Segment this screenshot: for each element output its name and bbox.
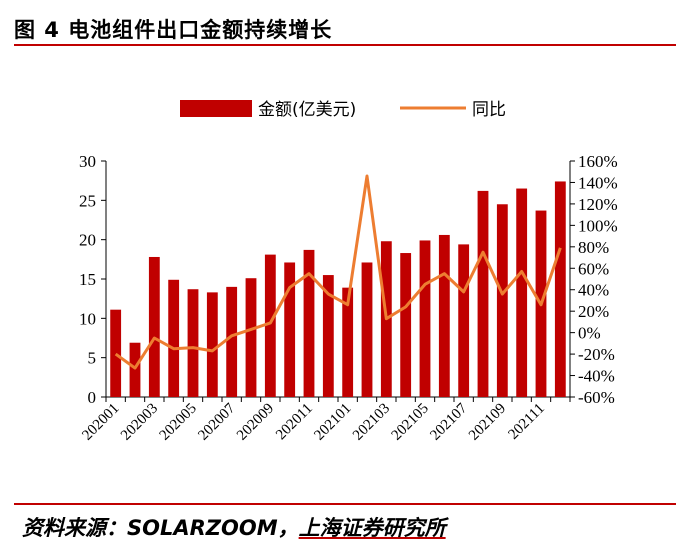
bar xyxy=(264,254,276,397)
bar xyxy=(322,275,334,397)
bar xyxy=(303,249,315,397)
y-left-tick-label: 30 xyxy=(79,152,96,171)
y-right-tick-label: 100% xyxy=(578,216,618,235)
x-tick-label: 202001 xyxy=(79,401,122,444)
y-left-tick-label: 10 xyxy=(79,309,96,328)
x-tick-label: 202005 xyxy=(157,401,200,444)
bar xyxy=(187,289,199,397)
bar xyxy=(284,262,296,397)
y-left-tick-label: 0 xyxy=(88,388,97,407)
legend-label-amount: 金额(亿美元) xyxy=(258,100,356,120)
x-tick-label: 202105 xyxy=(389,401,432,444)
x-tick-label: 202111 xyxy=(505,401,547,443)
source-label: 资料来源：SOLARZOOM， xyxy=(22,516,299,540)
y-right-tick-label: 160% xyxy=(578,152,618,171)
footer-rule xyxy=(14,503,676,505)
y-right-tick-label: 60% xyxy=(578,259,609,278)
y-right-tick-label: 0% xyxy=(578,324,601,343)
x-tick-label: 202003 xyxy=(118,401,161,444)
bar xyxy=(168,279,180,397)
legend-swatch-amount xyxy=(180,100,252,117)
y-right-tick-label: 140% xyxy=(578,173,618,192)
bar xyxy=(516,188,528,397)
bar xyxy=(129,342,141,397)
bar xyxy=(554,181,566,397)
bar xyxy=(496,204,508,397)
title-bar: 图 4 电池组件出口金额持续增长 xyxy=(14,8,676,46)
x-tick-label: 202007 xyxy=(195,400,238,443)
source-note: 资料来源：SOLARZOOM，上海证券研究所 xyxy=(22,512,446,542)
y-right-tick-label: -60% xyxy=(578,388,615,407)
y-right-tick-label: 40% xyxy=(578,281,609,300)
source-institution: 上海证券研究所 xyxy=(298,516,446,540)
y-left-tick-label: 5 xyxy=(88,349,97,368)
y-right-tick-label: -40% xyxy=(578,367,615,386)
bar xyxy=(206,292,218,397)
bar xyxy=(245,278,257,397)
legend: 金额(亿美元) 同比 xyxy=(180,100,506,120)
x-tick-label: 202009 xyxy=(234,401,277,444)
bar xyxy=(342,287,354,397)
y-left-tick-label: 15 xyxy=(79,270,96,289)
x-tick-label: 202011 xyxy=(273,401,316,444)
bar xyxy=(438,234,450,397)
bar xyxy=(477,190,489,397)
yoy-line xyxy=(114,174,562,370)
y-left-tick-label: 25 xyxy=(79,191,96,210)
x-tick-label: 202103 xyxy=(350,401,393,444)
bar xyxy=(458,244,470,397)
page-title: 图 4 电池组件出口金额持续增长 xyxy=(14,18,333,42)
chart-container: 金额(亿美元) 同比 0 5 10 15 20 25 30 -60% -40% -20% 0% 20%… xyxy=(0,48,690,503)
plot-area: 0 5 10 15 20 25 30 -60% -40% -20% 0% 20% 40% 60% 80% 10… xyxy=(79,152,618,444)
y-left-tick-label: 20 xyxy=(79,231,96,250)
y-right-tick-label: 80% xyxy=(578,238,609,257)
bar xyxy=(400,253,412,397)
x-tick-label: 202109 xyxy=(466,401,509,444)
x-tick-label: 202107 xyxy=(427,400,470,443)
y-right-tick-label: 20% xyxy=(578,302,609,321)
bar xyxy=(361,262,373,397)
legend-label-yoy: 同比 xyxy=(472,100,506,120)
x-tick-label: 202101 xyxy=(311,401,354,444)
bar xyxy=(148,256,160,397)
y-right-tick-label: -20% xyxy=(578,345,615,364)
y-right-tick-label: 120% xyxy=(578,195,618,214)
bar xyxy=(419,240,431,397)
bar xyxy=(226,286,238,397)
bar xyxy=(110,309,122,397)
chart-svg: 金额(亿美元) 同比 0 5 10 15 20 25 30 -60% -40% -20% 0% 20%… xyxy=(79,100,618,444)
